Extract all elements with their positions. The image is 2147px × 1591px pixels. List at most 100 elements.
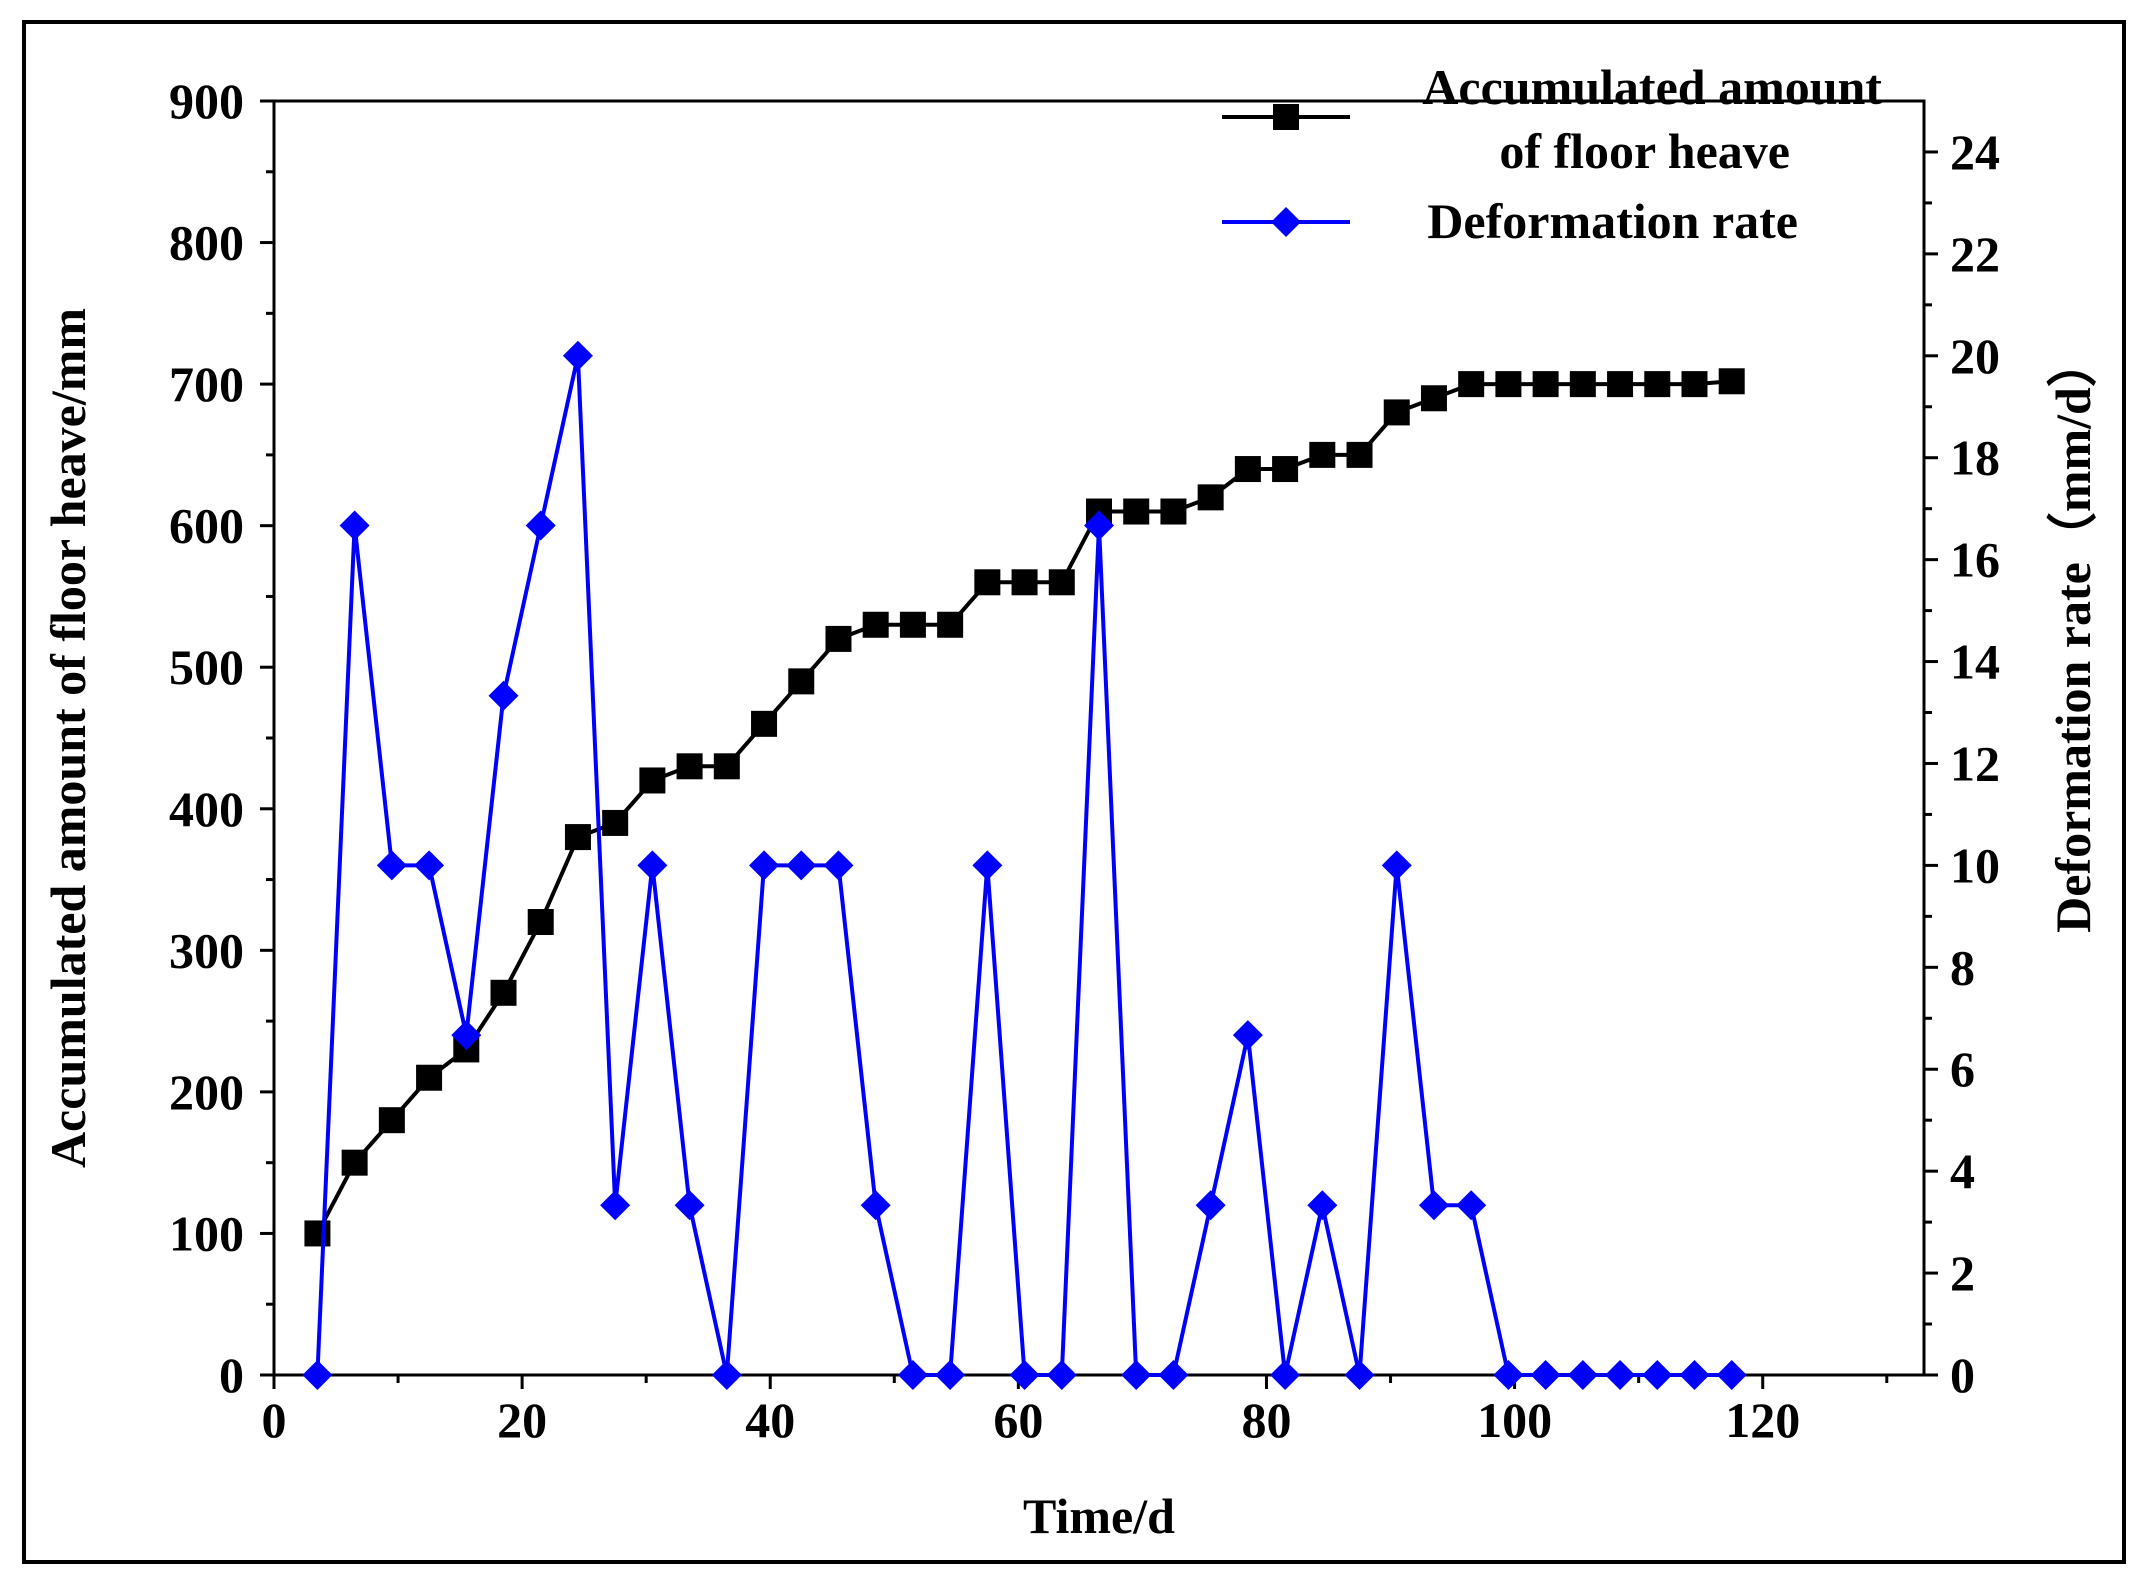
data-point-rate — [488, 680, 519, 711]
right-y-tick-label: 2 — [1950, 1245, 1975, 1301]
data-point-accumulated — [639, 767, 666, 794]
left-y-tick-label: 900 — [169, 73, 244, 129]
data-point-accumulated — [1011, 569, 1038, 596]
data-point-accumulated — [825, 625, 852, 652]
data-point-rate — [637, 850, 668, 881]
data-point-rate — [1158, 1360, 1189, 1390]
data-point-rate — [711, 1360, 742, 1390]
data-point-accumulated — [862, 611, 889, 638]
data-point-rate — [860, 1190, 891, 1221]
data-point-accumulated — [1272, 456, 1299, 483]
data-point-accumulated — [1532, 371, 1559, 398]
right-y-tick-label: 24 — [1950, 124, 2000, 180]
legend-label-accumulated-line1: Accumulated amount — [1422, 59, 1882, 115]
left-y-tick-label: 300 — [169, 922, 244, 978]
data-point-accumulated — [1420, 385, 1447, 412]
right-y-tick-label: 20 — [1950, 328, 2000, 384]
data-point-accumulated — [676, 753, 703, 780]
data-point-rate — [1567, 1360, 1598, 1390]
data-point-accumulated — [1458, 371, 1485, 398]
data-point-accumulated — [937, 611, 964, 638]
plot-area: 0 20 40 60 80 100 120 010020030040050060070080… — [169, 73, 2000, 1448]
data-point-rate — [1418, 1190, 1449, 1221]
data-point-accumulated — [378, 1107, 405, 1134]
left-y-tick-label: 500 — [169, 639, 244, 695]
data-point-rate — [1195, 1190, 1226, 1221]
data-point-rate — [1232, 1020, 1263, 1051]
data-point-accumulated — [1569, 371, 1596, 398]
data-point-rate — [674, 1190, 705, 1221]
data-point-accumulated — [304, 1220, 331, 1247]
data-point-accumulated — [416, 1064, 443, 1091]
data-point-rate — [302, 1360, 333, 1390]
data-point-rate — [600, 1190, 631, 1221]
data-point-rate — [1493, 1360, 1524, 1390]
data-point-rate — [1381, 850, 1412, 881]
right-y-tick-label: 12 — [1950, 735, 2000, 791]
data-point-rate — [1716, 1360, 1747, 1390]
data-point-rate — [1121, 1360, 1152, 1390]
x-tick-label: 60 — [993, 1392, 1043, 1448]
legend-label-accumulated-line2: of floor heave — [1499, 123, 1790, 179]
data-point-accumulated — [1160, 498, 1187, 525]
data-point-accumulated — [1123, 498, 1150, 525]
x-tick-label: 40 — [745, 1392, 795, 1448]
data-point-rate — [972, 850, 1003, 881]
data-point-rate — [525, 510, 556, 541]
legend: Accumulated amount of floor heave Deform… — [1222, 59, 1882, 249]
left-y-tick-label: 600 — [169, 498, 244, 554]
data-point-rate — [935, 1360, 966, 1390]
figure-border — [22, 20, 2126, 1564]
left-y-tick-label: 800 — [169, 215, 244, 271]
x-tick-label: 120 — [1725, 1392, 1800, 1448]
left-y-tick-label: 700 — [169, 356, 244, 412]
left-y-axis-title: Accumulated amount of floor heave/mm — [40, 308, 96, 1168]
data-point-rate — [1270, 1360, 1301, 1390]
data-point-accumulated — [1197, 484, 1224, 511]
data-point-accumulated — [490, 979, 517, 1006]
data-point-accumulated — [788, 668, 815, 695]
left-y-tick-label: 200 — [169, 1064, 244, 1120]
data-point-rate — [1009, 1360, 1040, 1390]
right-y-tick-label: 0 — [1950, 1347, 1975, 1403]
data-point-rate — [749, 850, 780, 881]
data-point-accumulated — [602, 809, 629, 836]
data-point-rate — [339, 510, 370, 541]
data-point-accumulated — [527, 909, 554, 936]
data-point-accumulated — [1234, 456, 1261, 483]
x-tick-label: 20 — [497, 1392, 547, 1448]
right-y-tick-label: 18 — [1950, 430, 2000, 486]
legend-marker-diamond — [1271, 207, 1301, 237]
legend-marker-square — [1273, 104, 1299, 130]
data-point-accumulated — [564, 824, 591, 851]
left-y-axis: 0 100 200 300 400 500 600 700 800 900 — [169, 73, 274, 1403]
data-point-accumulated — [1718, 368, 1745, 395]
data-point-rate — [1642, 1360, 1673, 1390]
right-y-tick-label: 22 — [1950, 226, 2000, 282]
right-y-tick-label: 16 — [1950, 532, 2000, 588]
data-point-accumulated — [899, 611, 926, 638]
right-y-tick-label: 14 — [1950, 634, 2000, 690]
data-point-accumulated — [1607, 371, 1634, 398]
data-point-rate — [1679, 1360, 1710, 1390]
data-point-rate — [1307, 1190, 1338, 1221]
data-point-rate — [786, 850, 817, 881]
x-tick-label: 0 — [262, 1392, 287, 1448]
data-point-rate — [376, 850, 407, 881]
data-point-rate — [562, 340, 593, 371]
x-tick-label: 100 — [1477, 1392, 1552, 1448]
data-point-rate — [1046, 1360, 1077, 1390]
data-point-accumulated — [1048, 569, 1075, 596]
data-point-accumulated — [1644, 371, 1671, 398]
right-y-tick-label: 6 — [1950, 1041, 1975, 1097]
left-y-tick-label: 400 — [169, 781, 244, 837]
data-point-accumulated — [1309, 441, 1336, 468]
data-point-accumulated — [1383, 399, 1410, 426]
x-tick-label: 80 — [1241, 1392, 1291, 1448]
data-point-rate — [451, 1020, 482, 1051]
data-point-accumulated — [1681, 371, 1708, 398]
right-y-tick-label: 8 — [1950, 939, 1975, 995]
left-y-tick-label: 0 — [219, 1347, 244, 1403]
